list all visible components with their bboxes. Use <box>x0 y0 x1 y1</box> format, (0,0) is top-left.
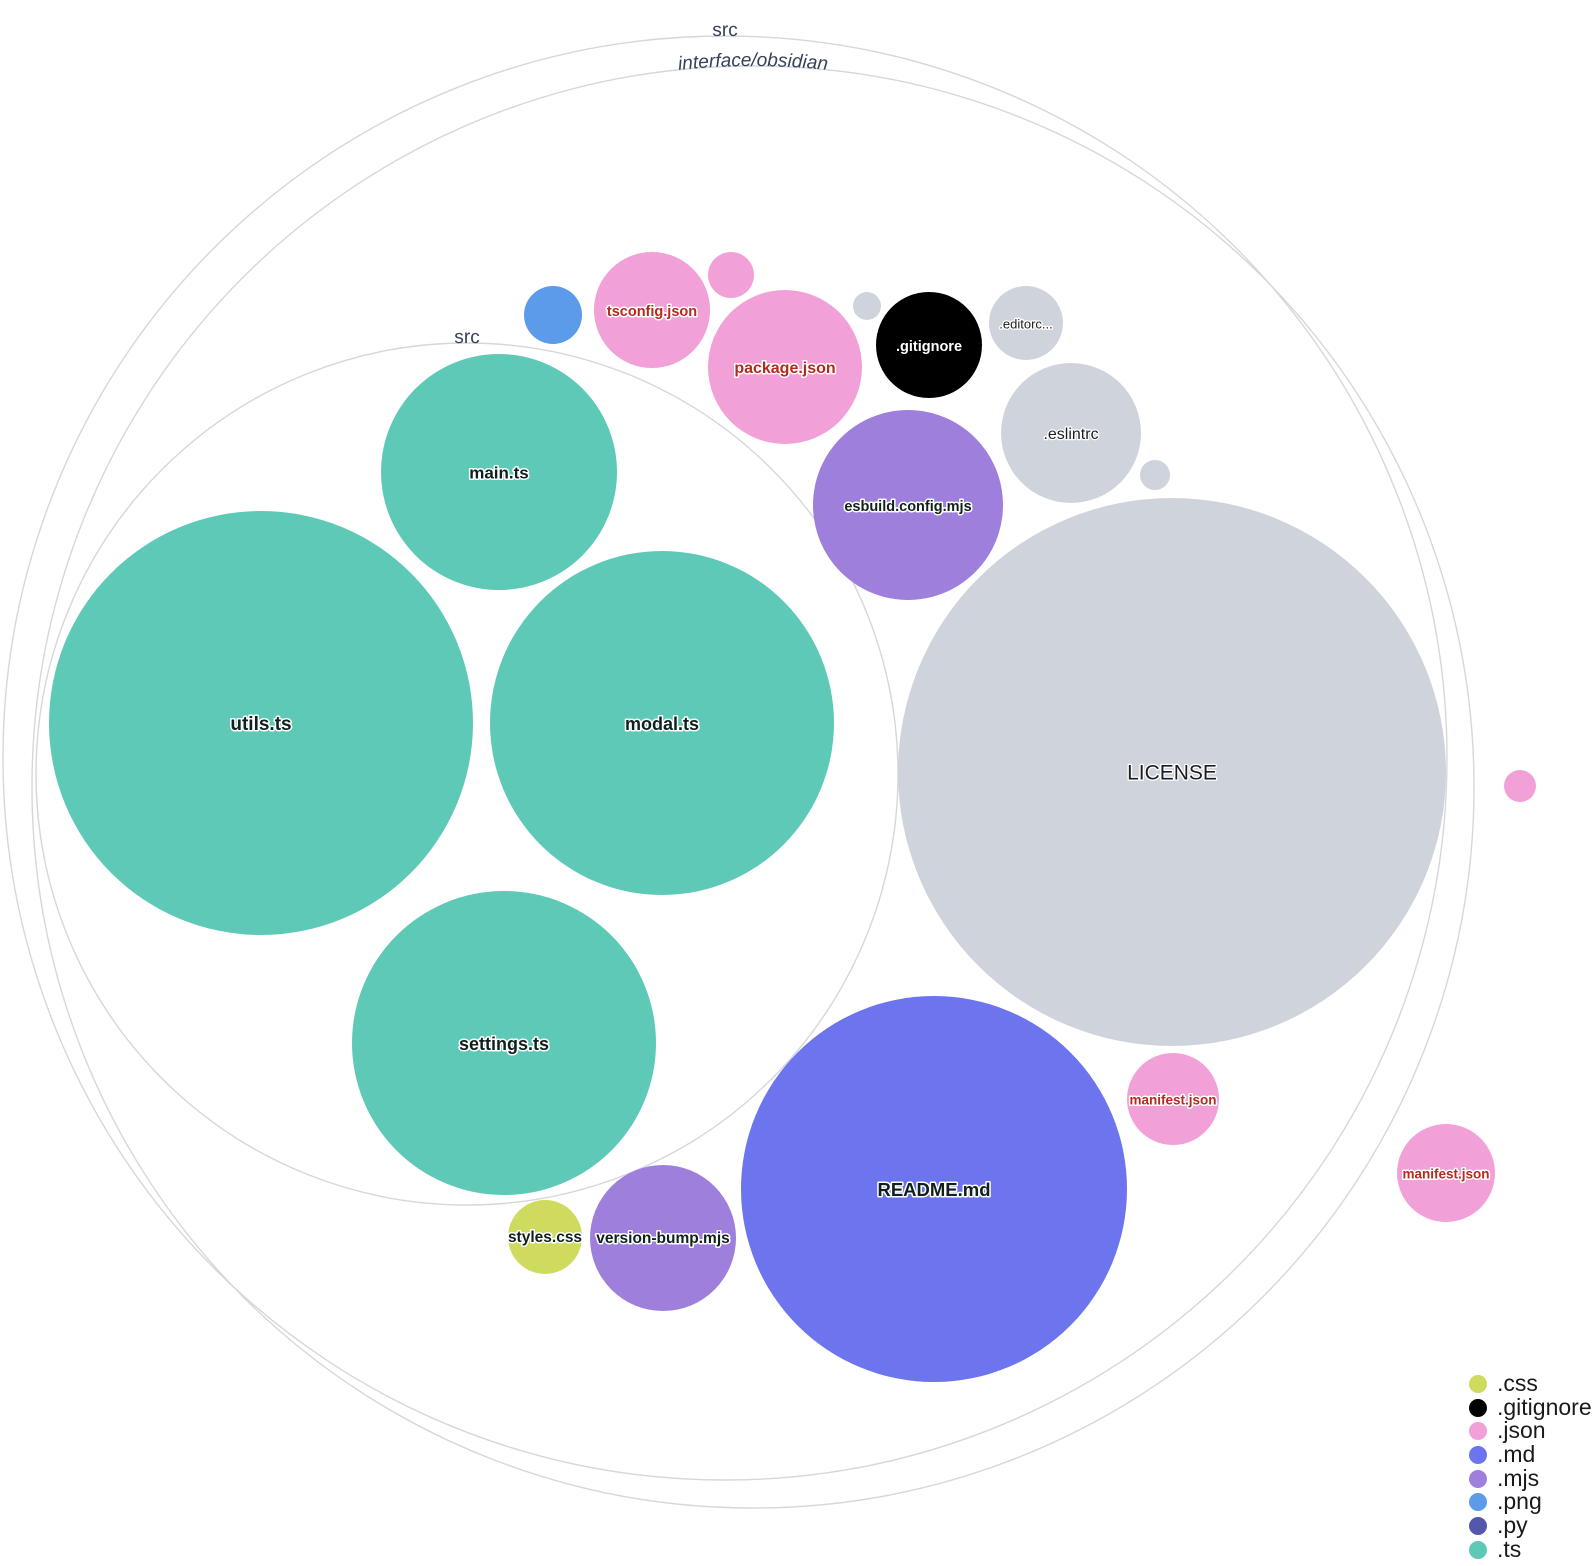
svg-text:utils.ts: utils.ts <box>230 714 291 735</box>
svg-text:esbuild.config.mjs: esbuild.config.mjs <box>844 499 971 515</box>
svg-text:package.json: package.json <box>734 360 835 377</box>
svg-text:styles.css: styles.css <box>508 1229 582 1246</box>
svg-text:.py: .py <box>1497 1512 1528 1538</box>
svg-text:.md: .md <box>1497 1441 1535 1467</box>
svg-text:settings.ts: settings.ts <box>459 1034 549 1054</box>
svg-text:LICENSE: LICENSE <box>1127 762 1217 785</box>
svg-text:.eslintrc: .eslintrc <box>1043 426 1098 443</box>
svg-text:modal.ts: modal.ts <box>625 714 699 734</box>
svg-text:src: src <box>712 20 738 41</box>
svg-text:src: src <box>454 327 480 348</box>
svg-text:interface/obsidian: interface/obsidian <box>677 50 829 75</box>
svg-text:version-bump.mjs: version-bump.mjs <box>596 1230 730 1247</box>
svg-text:.editorc...: .editorc... <box>999 316 1052 331</box>
svg-text:main.ts: main.ts <box>469 463 529 482</box>
svg-text:.css: .css <box>1497 1370 1538 1396</box>
svg-text:.png: .png <box>1497 1488 1542 1514</box>
svg-text:manifest.json: manifest.json <box>1129 1093 1216 1108</box>
svg-text:manifest.json: manifest.json <box>1402 1167 1489 1182</box>
svg-text:.ts: .ts <box>1497 1536 1521 1562</box>
svg-text:README.md: README.md <box>877 1179 990 1200</box>
svg-text:.json: .json <box>1497 1417 1546 1443</box>
svg-text:tsconfig.json: tsconfig.json <box>607 304 697 320</box>
svg-text:.gitignore: .gitignore <box>896 339 962 355</box>
